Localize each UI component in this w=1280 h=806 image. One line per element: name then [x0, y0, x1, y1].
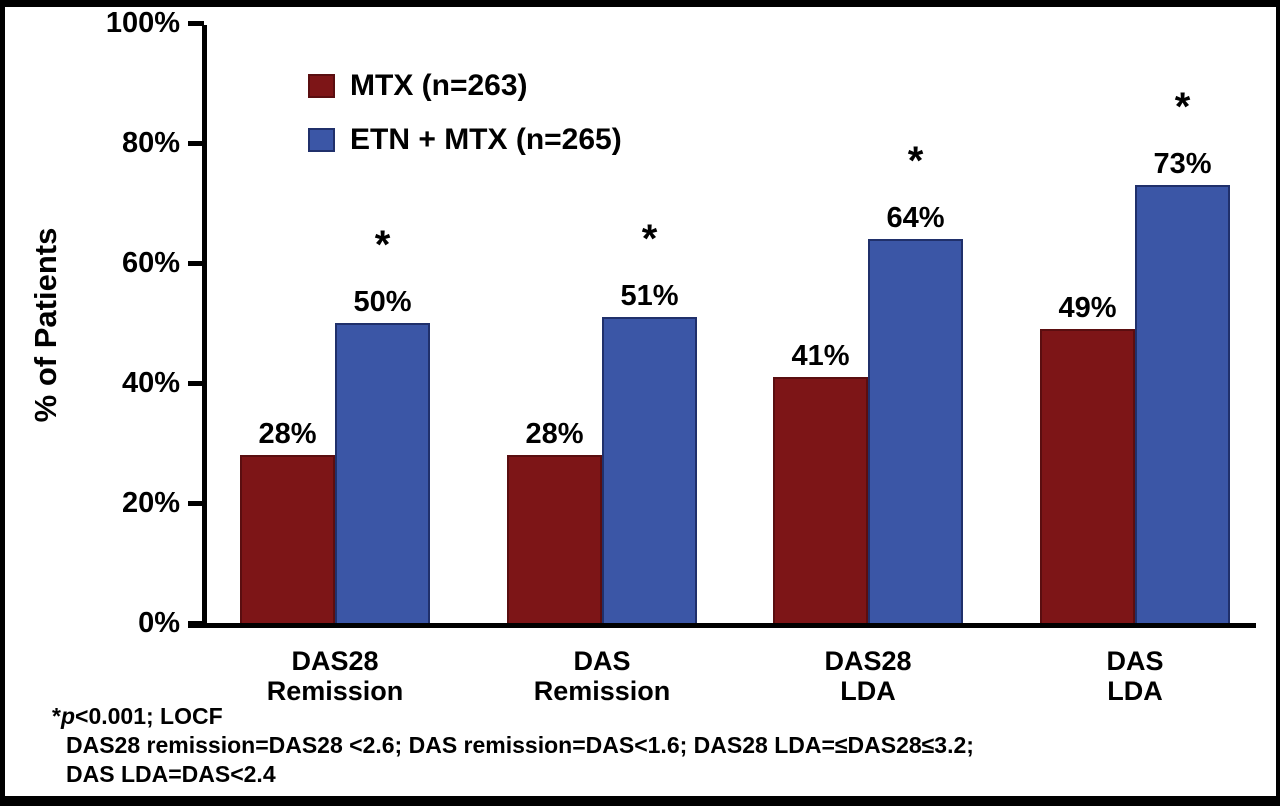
x-axis-category-line: DAS	[573, 646, 631, 676]
footnote-asterisk: *	[52, 703, 61, 729]
x-axis-category-line: LDA	[840, 676, 896, 706]
bar	[1135, 185, 1230, 623]
bar-value-label: 73%	[1153, 148, 1212, 180]
bar	[868, 239, 963, 623]
significance-asterisk: *	[1174, 85, 1191, 129]
bar	[773, 377, 868, 623]
y-axis-tick-label: 0%	[138, 607, 180, 639]
y-axis-tick-label: 100%	[105, 7, 180, 39]
bar	[335, 323, 430, 623]
x-axis-category-line: Remission	[266, 676, 404, 706]
x-axis-category-line: Remission	[533, 676, 671, 706]
y-axis-tick	[188, 21, 204, 26]
y-axis-tick-label: 60%	[121, 247, 180, 279]
footnote-line-3: DAS LDA=DAS<2.4	[66, 761, 276, 787]
legend-label-mtx: MTX (n=263)	[350, 69, 528, 102]
legend: MTX (n=263) ETN + MTX (n=265)	[308, 70, 622, 156]
bar-value-label: 50%	[353, 286, 412, 318]
significance-asterisk: *	[907, 139, 924, 183]
bar	[240, 455, 335, 623]
footnote-line-1-text: <0.001; LOCF	[75, 703, 223, 729]
legend-label-etn-mtx: ETN + MTX (n=265)	[350, 123, 622, 156]
y-axis-title: % of Patients	[28, 227, 63, 423]
y-axis-line	[202, 25, 207, 625]
footnote-line-1: *p<0.001; LOCF	[52, 702, 974, 731]
bar-value-label: 51%	[620, 280, 679, 312]
x-axis-line	[188, 623, 1256, 628]
y-axis-tick-label: 40%	[121, 367, 180, 399]
y-axis-tick-label: 20%	[121, 487, 180, 519]
x-axis-category-line: DAS	[1106, 646, 1164, 676]
x-axis-category-line: DAS28	[824, 646, 912, 676]
bar	[507, 455, 602, 623]
y-axis-tick	[188, 261, 204, 266]
footnote: *p<0.001; LOCF DAS28 remission=DAS28 <2.…	[52, 702, 974, 789]
legend-swatch-mtx	[308, 74, 335, 98]
bar-value-label: 28%	[258, 418, 317, 450]
bar	[602, 317, 697, 623]
x-axis-category-line: LDA	[1107, 676, 1163, 706]
y-axis-tick	[188, 141, 204, 146]
bar-value-label: 28%	[525, 418, 584, 450]
x-axis-category-label: DAS28 LDA	[748, 646, 988, 706]
legend-item-mtx: MTX (n=263)	[308, 70, 622, 102]
x-axis-category-label: DAS LDA	[1015, 646, 1255, 706]
y-axis-tick	[188, 621, 204, 626]
y-axis-tick	[188, 501, 204, 506]
footnote-line-2: DAS28 remission=DAS28 <2.6; DAS remissio…	[66, 732, 974, 758]
legend-item-etn-mtx: ETN + MTX (n=265)	[308, 124, 622, 156]
y-axis-tick	[188, 381, 204, 386]
bar-value-label: 41%	[791, 340, 850, 372]
y-axis-tick-label: 80%	[121, 127, 180, 159]
bar	[1040, 329, 1135, 623]
bar-value-label: 49%	[1058, 292, 1117, 324]
legend-swatch-etn-mtx	[308, 128, 335, 152]
bar-value-label: 64%	[886, 202, 945, 234]
footnote-p: p	[60, 703, 76, 729]
x-axis-category-line: DAS28	[291, 646, 379, 676]
significance-asterisk: *	[641, 217, 658, 261]
x-axis-category-label: DAS Remission	[482, 646, 722, 706]
significance-asterisk: *	[374, 223, 391, 267]
x-axis-category-label: DAS28 Remission	[215, 646, 455, 706]
